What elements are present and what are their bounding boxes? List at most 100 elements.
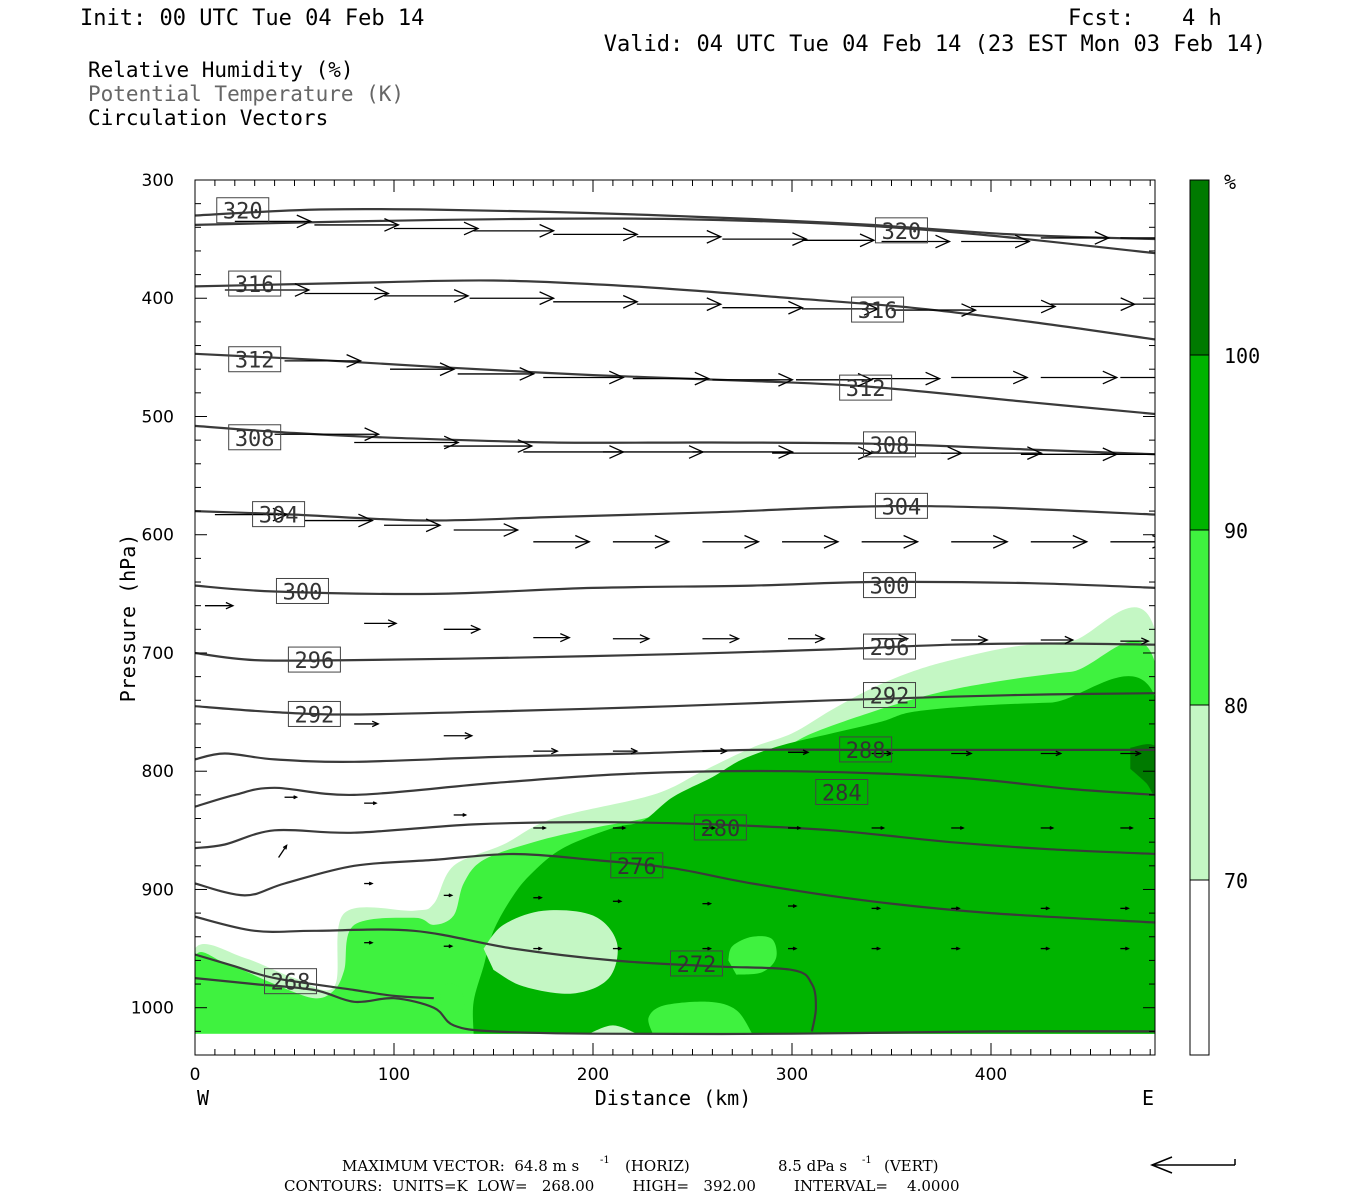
- circulation-vector: [364, 801, 378, 806]
- circulation-vector: [632, 371, 711, 386]
- contour-label-300: 300: [863, 572, 917, 600]
- contour-label-box: [610, 852, 664, 879]
- contour-label-text: 304: [882, 495, 922, 520]
- circulation-vector: [1120, 303, 1155, 305]
- contour-label-text: 316: [235, 273, 275, 298]
- vert-label: (VERT): [884, 1157, 939, 1175]
- circulation-vector: [788, 904, 798, 908]
- theta-contour-280: [195, 820, 1155, 856]
- circulation-vector: [278, 844, 288, 858]
- circulation-vector: [1120, 826, 1134, 830]
- y-tick-label: 600: [142, 526, 174, 546]
- circulation-vector: [1040, 231, 1111, 245]
- rh-region-70: [483, 910, 618, 994]
- colorbar: 70 80 90 100: [1189, 179, 1260, 1056]
- footer-max-vector: MAXIMUM VECTOR: 64.8 m s -1 (HORIZ) 8.5 …: [342, 1155, 939, 1175]
- circulation-vector: [612, 946, 623, 951]
- contour-label-304: 304: [252, 501, 306, 529]
- circulation-vector: [443, 944, 454, 949]
- contour-label-text: 304: [259, 504, 299, 529]
- circulation-vector: [881, 234, 952, 249]
- circulation-vector: [473, 223, 556, 238]
- circulation-vector: [612, 534, 671, 549]
- circulation-vector: [1040, 750, 1063, 757]
- circulation-vector: [364, 940, 374, 945]
- circulation-vector: [304, 513, 374, 528]
- colorbar-segment: [1190, 530, 1209, 705]
- circulation-vector: [1120, 237, 1155, 239]
- circulation-vector: [364, 619, 398, 628]
- plot-frame: [194, 179, 1156, 1056]
- theta-contour-296: [195, 642, 1155, 662]
- circulation-vector: [612, 747, 639, 755]
- contour-label-box: [669, 950, 723, 977]
- circulation-vector: [1120, 906, 1130, 911]
- contour-label-text: 320: [882, 220, 922, 245]
- contour-label-text: 276: [617, 855, 657, 880]
- contour-label-308: 308: [228, 424, 282, 452]
- circulation-vector: [861, 534, 920, 549]
- contour-label-292: 292: [287, 700, 341, 728]
- contour-label-300: 300: [275, 577, 329, 605]
- contour-label-304: 304: [874, 492, 928, 520]
- circulation-vector: [951, 906, 961, 911]
- y-tick-label: 900: [142, 880, 174, 900]
- circulation-vector: [394, 221, 480, 236]
- contour-label-layer: 320 320 316 316 312 312 308 308 304 304 300 300 296 2…: [216, 197, 928, 996]
- circulation-vector: [384, 518, 442, 533]
- circulation-vector: [304, 286, 390, 301]
- colorbar-frame: [1189, 179, 1210, 1056]
- colorbar-label: 100: [1224, 344, 1260, 368]
- y-tick-label: 500: [142, 407, 174, 427]
- circulation-vector: [871, 371, 942, 386]
- contour-label-box: [874, 492, 928, 519]
- circulation-vector: [702, 534, 761, 549]
- horiz-unit-exponent: -1: [600, 1155, 610, 1166]
- circulation-vector: [1030, 534, 1089, 549]
- legend-rh: Relative Humidity (%): [88, 58, 354, 82]
- colorbar-label: 70: [1224, 869, 1248, 893]
- contour-label-text: 320: [223, 200, 263, 225]
- theta-contour-276: [195, 852, 1155, 924]
- circulation-vector: [224, 283, 311, 297]
- circulation-vector: [533, 633, 571, 643]
- circulation-vector: [1120, 946, 1130, 951]
- contour-label-box: [228, 424, 282, 451]
- west-label: W: [197, 1086, 210, 1110]
- contour-label-box: [264, 968, 318, 995]
- circulation-vector: [443, 624, 482, 634]
- theta-contour-320: [195, 207, 1155, 241]
- circulation-vector: [1040, 946, 1051, 951]
- init-time: Init: 00 UTC Tue 04 Feb 14: [80, 6, 424, 31]
- circulation-vector: [951, 370, 1029, 385]
- circulation-vector: [722, 232, 808, 246]
- contour-label-box: [275, 577, 329, 604]
- y-tick-label: 300: [142, 171, 174, 191]
- contour-label-296: 296: [863, 633, 917, 661]
- contour-label-box: [216, 197, 270, 224]
- circulation-vector: [533, 534, 591, 549]
- theta-contour-268: [195, 953, 434, 1000]
- y-tick-label: 800: [142, 762, 174, 782]
- circulation-vector: [543, 370, 625, 385]
- circulation-vector: [214, 507, 289, 522]
- circulation-vector: [951, 750, 973, 757]
- contours-info: CONTOURS: UNITS=K LOW= 268.00 HIGH= 392.…: [284, 1177, 960, 1195]
- axis-ticks: [194, 179, 1155, 1056]
- contour-label-text: 308: [235, 427, 275, 452]
- circulation-vector: [469, 291, 556, 306]
- contour-label-box: [863, 633, 917, 660]
- circulation-vector: [234, 214, 313, 229]
- x-tick-label: 300: [776, 1065, 808, 1085]
- x-axis-title: Distance (km): [595, 1086, 752, 1110]
- x-tick-label: 0: [190, 1065, 201, 1085]
- circulation-vector: [951, 534, 1009, 549]
- colorbar-label: 90: [1224, 519, 1248, 543]
- circulation-vector: [284, 795, 299, 800]
- contour-label-268: 268: [264, 968, 318, 996]
- contour-label-320: 320: [874, 217, 928, 245]
- circulation-vector: [274, 427, 381, 442]
- x-tick-label: 200: [577, 1065, 609, 1085]
- contour-label-316: 316: [228, 270, 282, 298]
